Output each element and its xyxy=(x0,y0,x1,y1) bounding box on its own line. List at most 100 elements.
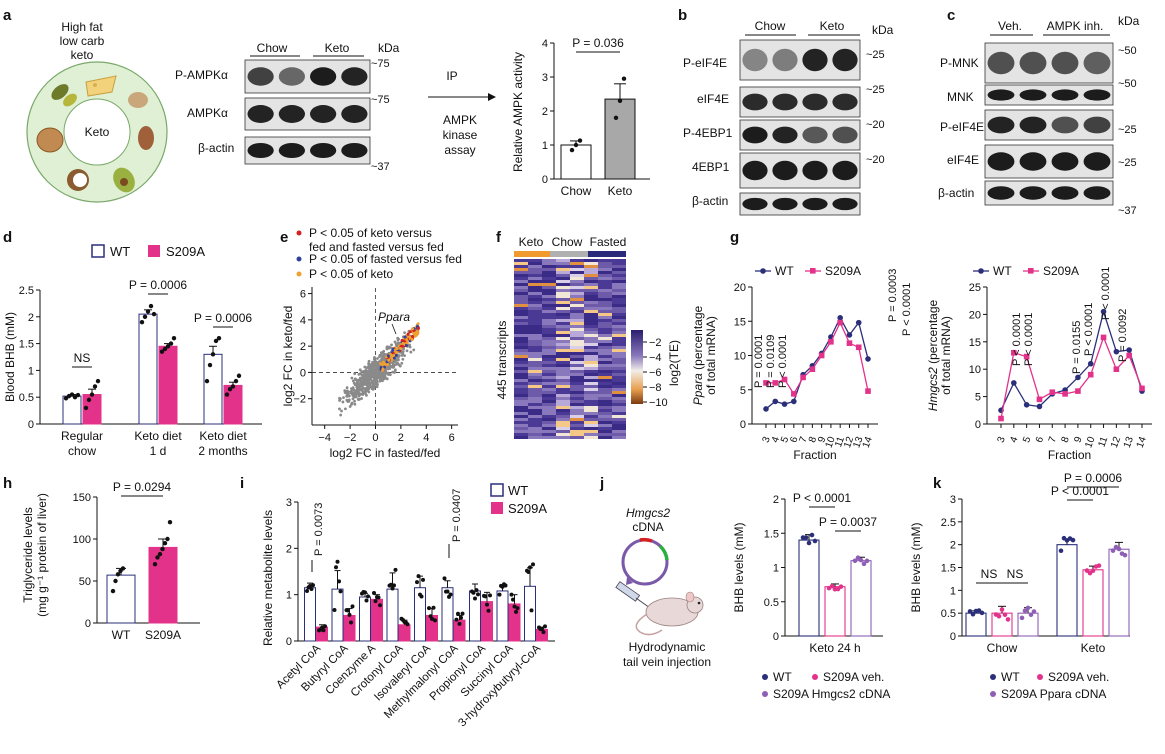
heatmap-cell xyxy=(542,376,556,379)
walnut-icon xyxy=(36,127,64,153)
blot-c-row-label: eIF4E xyxy=(947,153,979,167)
heatmap-cell xyxy=(598,415,612,418)
heatmap-cell xyxy=(542,415,556,418)
series-point xyxy=(846,340,853,346)
series-point xyxy=(1011,349,1017,356)
data-point xyxy=(573,142,579,148)
blot-c-kda-header: kDa xyxy=(1118,14,1140,28)
heatmap-cell xyxy=(542,346,556,349)
bar-s209a xyxy=(158,345,178,425)
scatter-point xyxy=(402,347,405,351)
legend-label: S209A Hmgcs2 cDNA xyxy=(773,687,890,701)
data-point xyxy=(366,594,370,599)
significance-label: NS xyxy=(981,567,998,581)
heatmap-cell xyxy=(570,271,584,274)
blot-band xyxy=(1083,116,1111,134)
blot-band xyxy=(1051,152,1079,171)
y-tick-label: 3 xyxy=(950,494,956,506)
heatmap-cell xyxy=(570,328,584,331)
heatmap-cell xyxy=(528,361,542,364)
scatter-point xyxy=(393,360,397,364)
chart-d-blood-bhb: 0 0.5 1 1.5 2 2.5 Blood BHB (mM) WT S209A Regular… xyxy=(3,244,262,458)
heatmap-cell xyxy=(584,415,598,418)
blot-band xyxy=(247,67,274,86)
heatmap-cell xyxy=(556,283,570,286)
heatmap-cell xyxy=(528,301,542,304)
heatmap-cell xyxy=(598,268,612,271)
y-tick-label: 0.5 xyxy=(764,597,779,609)
significance-label: P < 0.0001 xyxy=(1100,267,1112,320)
scatter-point xyxy=(384,371,388,375)
heatmap-cell xyxy=(598,355,612,358)
heatmap-cell xyxy=(556,388,570,391)
data-point xyxy=(1070,537,1076,543)
scatter-point xyxy=(350,376,354,380)
x-tick-label: 10 xyxy=(824,435,838,450)
heatmap-cell xyxy=(598,313,612,316)
heatmap-cell xyxy=(570,265,584,268)
y-tick-label: 0 xyxy=(28,419,34,431)
data-point xyxy=(416,574,421,579)
heatmap-cell xyxy=(514,286,528,289)
scatter-point xyxy=(376,357,379,360)
heatmap-cell xyxy=(542,280,556,283)
scatter-point xyxy=(345,389,349,393)
series-point xyxy=(1113,366,1120,372)
heatmap-cell xyxy=(556,331,570,334)
heatmap-cell xyxy=(612,355,626,358)
heatmap-cell xyxy=(556,382,570,385)
scatter-point-significant xyxy=(391,348,395,352)
heatmap-cell xyxy=(570,304,584,307)
diet-label-line-3: keto xyxy=(71,48,94,62)
data-point xyxy=(233,378,239,384)
blot-band xyxy=(278,67,305,86)
x-tick-label: 6 xyxy=(1034,435,1046,444)
x-tick-label: Keto xyxy=(1081,641,1106,655)
heatmap-cell xyxy=(598,319,612,322)
scatter-point xyxy=(338,399,341,402)
heatmap-cell xyxy=(556,262,570,265)
heatmap-cell xyxy=(570,394,584,397)
blot-c-kda-marker: ~50 xyxy=(1118,45,1137,57)
series-point xyxy=(1023,353,1030,360)
x-tick-label: Keto diet xyxy=(199,429,247,443)
heatmap-cell xyxy=(542,367,556,370)
significance-label: P < 0.0001 xyxy=(777,335,789,388)
scatter-point xyxy=(352,381,356,385)
significance-label: P = 0.0109 xyxy=(765,335,777,388)
significance-label: P = 0.0037 xyxy=(819,515,877,529)
x-tick-label: 4 xyxy=(1008,435,1020,444)
y-axis-label: Relative AMPK activity xyxy=(511,52,525,172)
data-point xyxy=(162,346,168,352)
heatmap-cell xyxy=(612,415,626,418)
significance-label: P < 0.0001 xyxy=(793,491,851,505)
heatmap-cell xyxy=(598,343,612,346)
heatmap-cell xyxy=(556,265,570,268)
heatmap-cell xyxy=(584,262,598,265)
heatmap-cell xyxy=(528,310,542,313)
heatmap-cell xyxy=(528,385,542,388)
scatter-point xyxy=(367,390,371,394)
heatmap-cell xyxy=(598,322,612,325)
heatmap-cell xyxy=(598,265,612,268)
blot-band xyxy=(1019,116,1047,134)
heatmap-cell xyxy=(598,406,612,409)
legend-label-wt: WT xyxy=(110,244,130,259)
heatmap-cell xyxy=(584,283,598,286)
heatmap-cell xyxy=(528,388,542,391)
data-point xyxy=(405,622,410,627)
data-point xyxy=(323,624,327,629)
data-point xyxy=(812,538,818,544)
heatmap-cell xyxy=(514,265,528,268)
scatter-point xyxy=(388,367,392,370)
scatter-point xyxy=(412,348,416,352)
heatmap-cell xyxy=(542,427,556,430)
scatter-point-significant xyxy=(401,341,405,345)
scatter-point xyxy=(365,386,369,390)
bar-series-2 xyxy=(1108,548,1130,637)
heatmap-cell xyxy=(542,361,556,364)
data-point xyxy=(1122,552,1128,558)
scatter-point xyxy=(359,377,363,381)
scatter-point-significant xyxy=(394,353,398,357)
legend-marker xyxy=(990,674,996,680)
